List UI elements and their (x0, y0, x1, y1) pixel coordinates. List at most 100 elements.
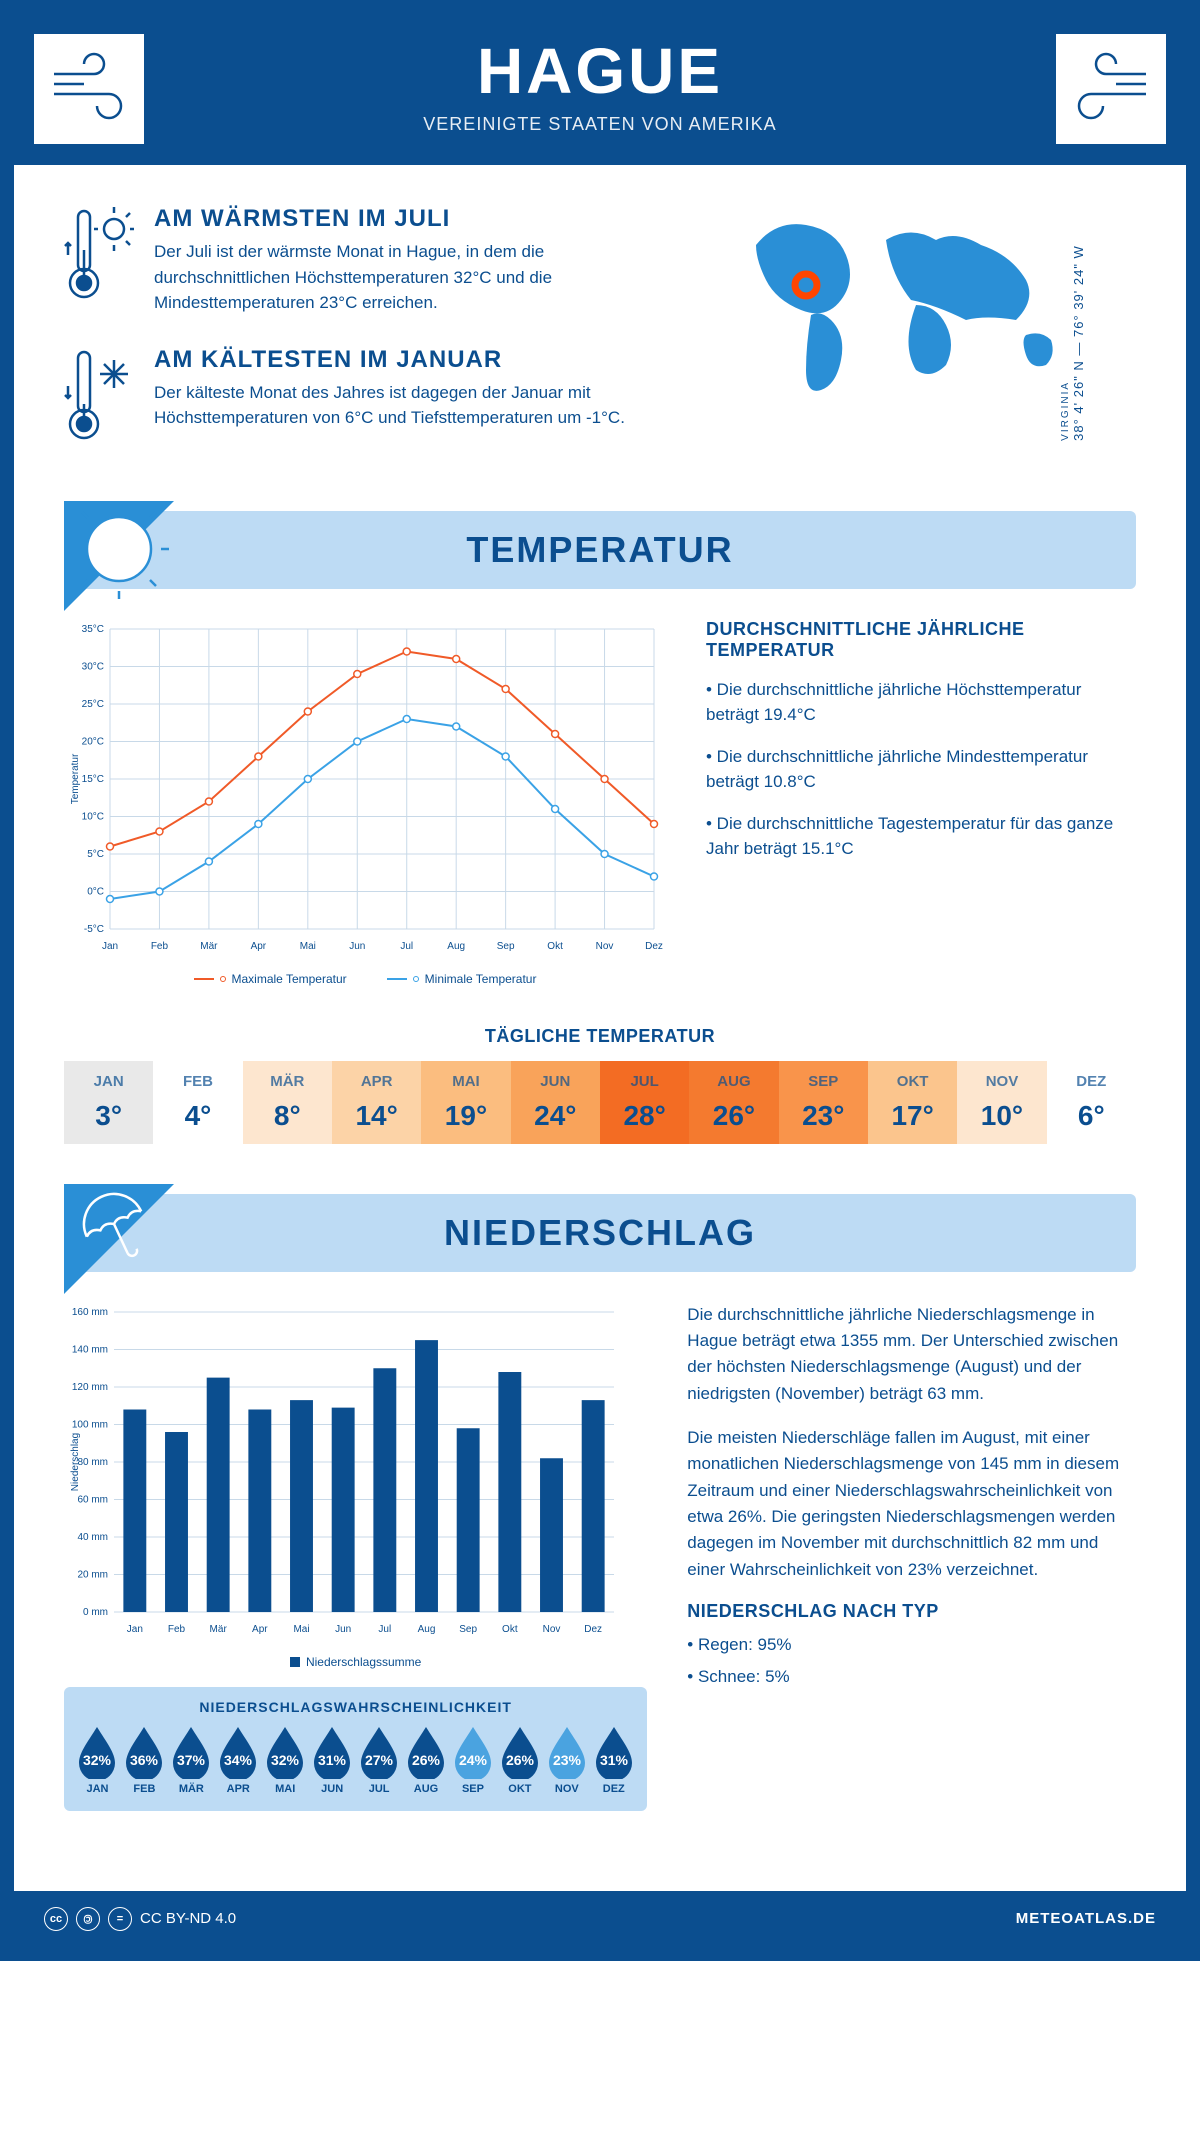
svg-text:0 mm: 0 mm (83, 1607, 108, 1618)
daily-temp-cell: JUL28° (600, 1061, 689, 1144)
temperature-bullet: • Die durchschnittliche jährliche Höchst… (706, 677, 1136, 728)
svg-text:15°C: 15°C (82, 774, 104, 785)
svg-text:31%: 31% (600, 1752, 629, 1768)
daily-temperature-title: TÄGLICHE TEMPERATUR (64, 1026, 1136, 1047)
svg-text:Mai: Mai (300, 941, 316, 952)
footer: cc🄯= CC BY-ND 4.0 METEOATLAS.DE (14, 1891, 1186, 1947)
world-map: VIRGINIA 38° 4' 26" N — 76° 39' 24" W (716, 205, 1136, 481)
precipitation-text-2: Die meisten Niederschläge fallen im Augu… (687, 1425, 1136, 1583)
svg-text:25°C: 25°C (82, 699, 104, 710)
svg-text:0°C: 0°C (87, 886, 104, 897)
site-name: METEOATLAS.DE (1016, 1910, 1156, 1927)
svg-text:24%: 24% (459, 1752, 488, 1768)
precipitation-probability-drop: 31%DEZ (593, 1725, 635, 1795)
coordinates: VIRGINIA 38° 4' 26" N — 76° 39' 24" W (1060, 245, 1086, 441)
precipitation-probability-drop: 27%JUL (358, 1725, 400, 1795)
svg-text:Jun: Jun (335, 1624, 351, 1635)
svg-text:27%: 27% (365, 1752, 394, 1768)
svg-text:Aug: Aug (418, 1624, 436, 1635)
svg-text:Okt: Okt (547, 941, 563, 952)
svg-text:Jan: Jan (127, 1624, 143, 1635)
svg-text:100 mm: 100 mm (72, 1419, 108, 1430)
temperature-bullet: • Die durchschnittliche jährliche Mindes… (706, 744, 1136, 795)
svg-text:120 mm: 120 mm (72, 1382, 108, 1393)
precipitation-probability-drop: 36%FEB (123, 1725, 165, 1795)
svg-text:32%: 32% (271, 1752, 300, 1768)
precipitation-probability-drop: 24%SEP (452, 1725, 494, 1795)
precipitation-type-title: NIEDERSCHLAG NACH TYP (687, 1601, 1136, 1622)
section-bar-precipitation: NIEDERSCHLAG (64, 1194, 1136, 1272)
temperature-legend: Maximale Temperatur Minimale Temperatur (64, 972, 666, 986)
svg-text:80 mm: 80 mm (77, 1457, 108, 1468)
daily-temp-cell: DEZ6° (1047, 1061, 1136, 1144)
svg-text:Okt: Okt (502, 1624, 518, 1635)
precipitation-probability-drop: 26%AUG (405, 1725, 447, 1795)
daily-temp-cell: MÄR8° (243, 1061, 332, 1144)
page-subtitle: VEREINIGTE STAATEN VON AMERIKA (14, 114, 1186, 135)
precipitation-probability-drop: 32%MAI (264, 1725, 306, 1795)
precipitation-probability-drop: 37%MÄR (170, 1725, 212, 1795)
precipitation-probability-drop: 31%JUN (311, 1725, 353, 1795)
svg-text:Jul: Jul (400, 941, 413, 952)
temperature-info-title: DURCHSCHNITTLICHE JÄHRLICHE TEMPERATUR (706, 619, 1136, 661)
svg-text:140 mm: 140 mm (72, 1344, 108, 1355)
precipitation-legend: Niederschlagssumme (64, 1655, 647, 1669)
precipitation-probability-drop: 34%APR (217, 1725, 259, 1795)
svg-text:Jun: Jun (349, 941, 365, 952)
header: HAGUE VEREINIGTE STAATEN VON AMERIKA (14, 14, 1186, 165)
fact-warm-title: AM WÄRMSTEN IM JULI (154, 205, 676, 233)
daily-temp-cell: NOV10° (957, 1061, 1046, 1144)
daily-temp-cell: OKT17° (868, 1061, 957, 1144)
svg-text:34%: 34% (224, 1752, 253, 1768)
svg-text:Apr: Apr (251, 941, 267, 952)
svg-text:-5°C: -5°C (84, 924, 104, 935)
temperature-line-chart: -5°C 0°C 5°C 10°C 15°C 20°C 25°C 30°C 35°C Jan Feb… (64, 619, 666, 986)
precipitation-probability-drop: 32%JAN (76, 1725, 118, 1795)
precipitation-heading: NIEDERSCHLAG (64, 1212, 1136, 1254)
page-title: HAGUE (14, 34, 1186, 108)
daily-temp-cell: JUN24° (511, 1061, 600, 1144)
svg-text:31%: 31% (318, 1752, 347, 1768)
daily-temp-cell: MAI19° (421, 1061, 510, 1144)
svg-text:30°C: 30°C (82, 661, 104, 672)
umbrella-icon (64, 1184, 174, 1294)
precipitation-type-bullet: • Schnee: 5% (687, 1664, 1136, 1690)
svg-text:Dez: Dez (584, 1624, 602, 1635)
fact-cold-title: AM KÄLTESTEN IM JANUAR (154, 346, 676, 374)
sun-icon (64, 501, 174, 611)
svg-text:Dez: Dez (645, 941, 663, 952)
svg-text:Jan: Jan (102, 941, 118, 952)
svg-text:Mär: Mär (210, 1624, 228, 1635)
fact-cold: AM KÄLTESTEN IM JANUAR Der kälteste Mona… (64, 346, 676, 451)
svg-text:35°C: 35°C (82, 624, 104, 635)
daily-temp-cell: FEB4° (153, 1061, 242, 1144)
thermometer-sun-icon (64, 205, 134, 316)
svg-text:60 mm: 60 mm (77, 1494, 108, 1505)
svg-text:20°C: 20°C (82, 736, 104, 747)
temperature-bullet: • Die durchschnittliche Tagestemperatur … (706, 811, 1136, 862)
precipitation-type-bullet: • Regen: 95% (687, 1632, 1136, 1658)
daily-temp-cell: JAN3° (64, 1061, 153, 1144)
svg-text:36%: 36% (130, 1752, 159, 1768)
license: cc🄯= CC BY-ND 4.0 (44, 1907, 236, 1931)
fact-cold-text: Der kälteste Monat des Jahres ist dagege… (154, 380, 676, 431)
svg-text:Nov: Nov (596, 941, 614, 952)
daily-temp-cell: AUG26° (689, 1061, 778, 1144)
section-bar-temperature: TEMPERATUR (64, 511, 1136, 589)
svg-text:Mär: Mär (200, 941, 218, 952)
svg-text:Temperatur: Temperatur (70, 753, 81, 804)
svg-text:10°C: 10°C (82, 811, 104, 822)
daily-temp-cell: SEP23° (779, 1061, 868, 1144)
svg-text:26%: 26% (506, 1752, 535, 1768)
svg-text:37%: 37% (177, 1752, 206, 1768)
svg-text:Feb: Feb (151, 941, 169, 952)
thermometer-snow-icon (64, 346, 134, 451)
daily-temperature-table: TÄGLICHE TEMPERATUR JAN3°FEB4°MÄR8°APR14… (64, 1026, 1136, 1144)
svg-text:Mai: Mai (293, 1624, 309, 1635)
svg-text:Sep: Sep (459, 1624, 477, 1635)
svg-text:Nov: Nov (543, 1624, 561, 1635)
precipitation-probability-title: NIEDERSCHLAGSWAHRSCHEINLICHKEIT (74, 1699, 637, 1715)
fact-warm: AM WÄRMSTEN IM JULI Der Juli ist der wär… (64, 205, 676, 316)
svg-text:5°C: 5°C (87, 849, 104, 860)
precipitation-probability-drop: 23%NOV (546, 1725, 588, 1795)
